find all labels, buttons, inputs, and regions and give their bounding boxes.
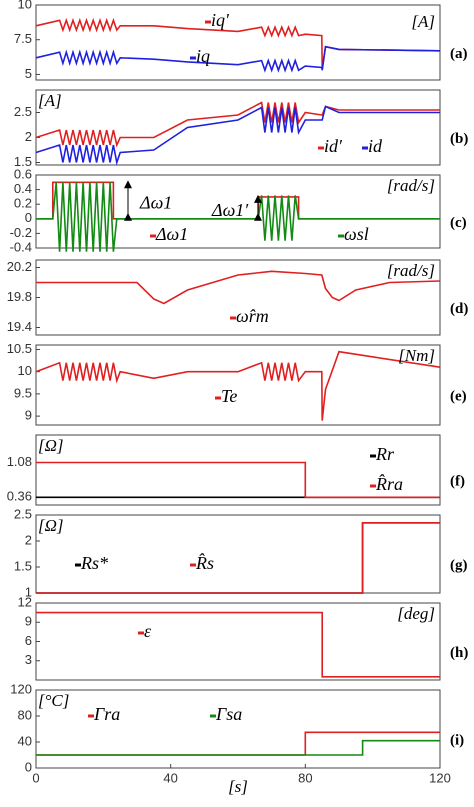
y-tick-label: 10: [18, 0, 32, 11]
y-tick-label: 9.5: [14, 385, 32, 400]
series-line: [36, 739, 440, 756]
y-tick-label: 0.36: [7, 489, 32, 504]
legend-label: -iq′: [205, 10, 230, 30]
legend-label: -Rs*: [75, 553, 108, 573]
y-tick-label: 1: [25, 584, 32, 599]
panel-label: (f): [450, 473, 465, 489]
annotation: Δω1′: [211, 200, 249, 220]
legend-label: -ε: [138, 621, 152, 641]
legend-label: -R̂s: [190, 553, 214, 573]
y-tick-label: 0.4: [14, 181, 32, 196]
y-tick-label: 9: [25, 614, 32, 629]
y-tick-label: 2: [25, 532, 32, 547]
series-line: [36, 522, 440, 594]
y-tick-label: 1.5: [14, 558, 32, 573]
y-tick-label: 10.5: [7, 341, 32, 356]
legend-label: -Te: [215, 386, 237, 406]
legend-label: -Rr: [370, 444, 395, 464]
annotation: Δω1: [139, 193, 172, 213]
y-tick-label: 2.5: [14, 104, 32, 119]
legend-label: -R̂ra: [370, 474, 403, 494]
x-tick-label: 40: [163, 770, 177, 785]
plot-frame: [35, 89, 441, 166]
x-tick-label: 120: [429, 770, 451, 785]
y-tick-label: 40: [18, 733, 32, 748]
panel-label: (g): [450, 557, 468, 573]
series-line: [35, 105, 440, 166]
unit-label: [rad/s]: [387, 261, 435, 280]
plot-frame: [35, 174, 441, 249]
y-tick-label: 19.4: [7, 319, 32, 334]
x-tick-label: 0: [32, 770, 39, 785]
y-tick-label: 0: [25, 759, 32, 774]
series-line: [35, 17, 441, 70]
series-line: [36, 182, 440, 252]
unit-label: [A]: [411, 12, 435, 31]
plot-frame: [35, 689, 441, 769]
unit-label: [deg]: [397, 604, 435, 623]
y-tick-label: 7.5: [14, 31, 32, 46]
y-tick-label: 0: [25, 210, 32, 225]
legend-label: -iq: [190, 46, 210, 66]
panel-label: (d): [450, 301, 468, 317]
y-tick-label: 0.6: [14, 166, 32, 181]
unit-label: [Ω]: [38, 436, 64, 455]
unit-label: [Nm]: [398, 346, 435, 365]
y-tick-label: 2: [25, 129, 32, 144]
panel-label: (h): [450, 645, 468, 661]
unit-label: [°C]: [38, 691, 69, 710]
y-tick-label: 80: [18, 707, 32, 722]
y-tick-label: -0.4: [10, 239, 32, 254]
y-tick-label: 5: [25, 66, 32, 81]
panel-label: (i): [450, 732, 464, 748]
series-line: [35, 45, 441, 73]
y-tick-label: 10: [18, 363, 32, 378]
panel-label: (b): [450, 131, 468, 147]
legend-label: -ω̂rm: [230, 306, 269, 326]
unit-label: [Ω]: [38, 516, 64, 535]
y-tick-label: 9: [25, 408, 32, 423]
series-line: [36, 611, 440, 678]
unit-label: [rad/s]: [387, 176, 435, 195]
legend-label: -Δω1: [150, 224, 188, 244]
plot-frame: [35, 434, 441, 506]
y-tick-label: 6: [25, 633, 32, 648]
plot-frame: [35, 344, 441, 426]
y-tick-label: -0.2: [10, 225, 32, 240]
series-line: [35, 350, 441, 421]
series-line: [36, 461, 440, 499]
y-tick-label: 20.2: [7, 259, 32, 274]
panel-label: (e): [450, 388, 467, 404]
y-tick-label: 3: [25, 652, 32, 667]
legend-label: -Γra: [88, 704, 120, 724]
series-line: [36, 731, 440, 756]
y-tick-label: 19.8: [7, 289, 32, 304]
legend-label: -Γsa: [210, 704, 242, 724]
plot-frame: [35, 4, 441, 81]
unit-label: [A]: [38, 91, 62, 110]
x-tick-label: 80: [298, 770, 312, 785]
y-tick-label: 1.5: [14, 154, 32, 169]
x-axis-label: [s]: [228, 777, 248, 796]
y-tick-label: 0.2: [14, 196, 32, 211]
y-tick-label: 1.08: [7, 454, 32, 469]
y-tick-label: 2.5: [14, 506, 32, 521]
plot-frame: [35, 602, 441, 681]
legend-label: -id: [362, 136, 383, 156]
y-tick-label: 120: [10, 681, 32, 696]
legend-label: -ωsl: [338, 224, 369, 244]
series-line: [36, 270, 441, 305]
legend-label: -id′: [318, 136, 343, 156]
y-tick-label: 12: [18, 594, 32, 609]
panel-label: (c): [450, 215, 467, 231]
panel-label: (a): [450, 46, 468, 62]
series-line: [35, 101, 440, 148]
